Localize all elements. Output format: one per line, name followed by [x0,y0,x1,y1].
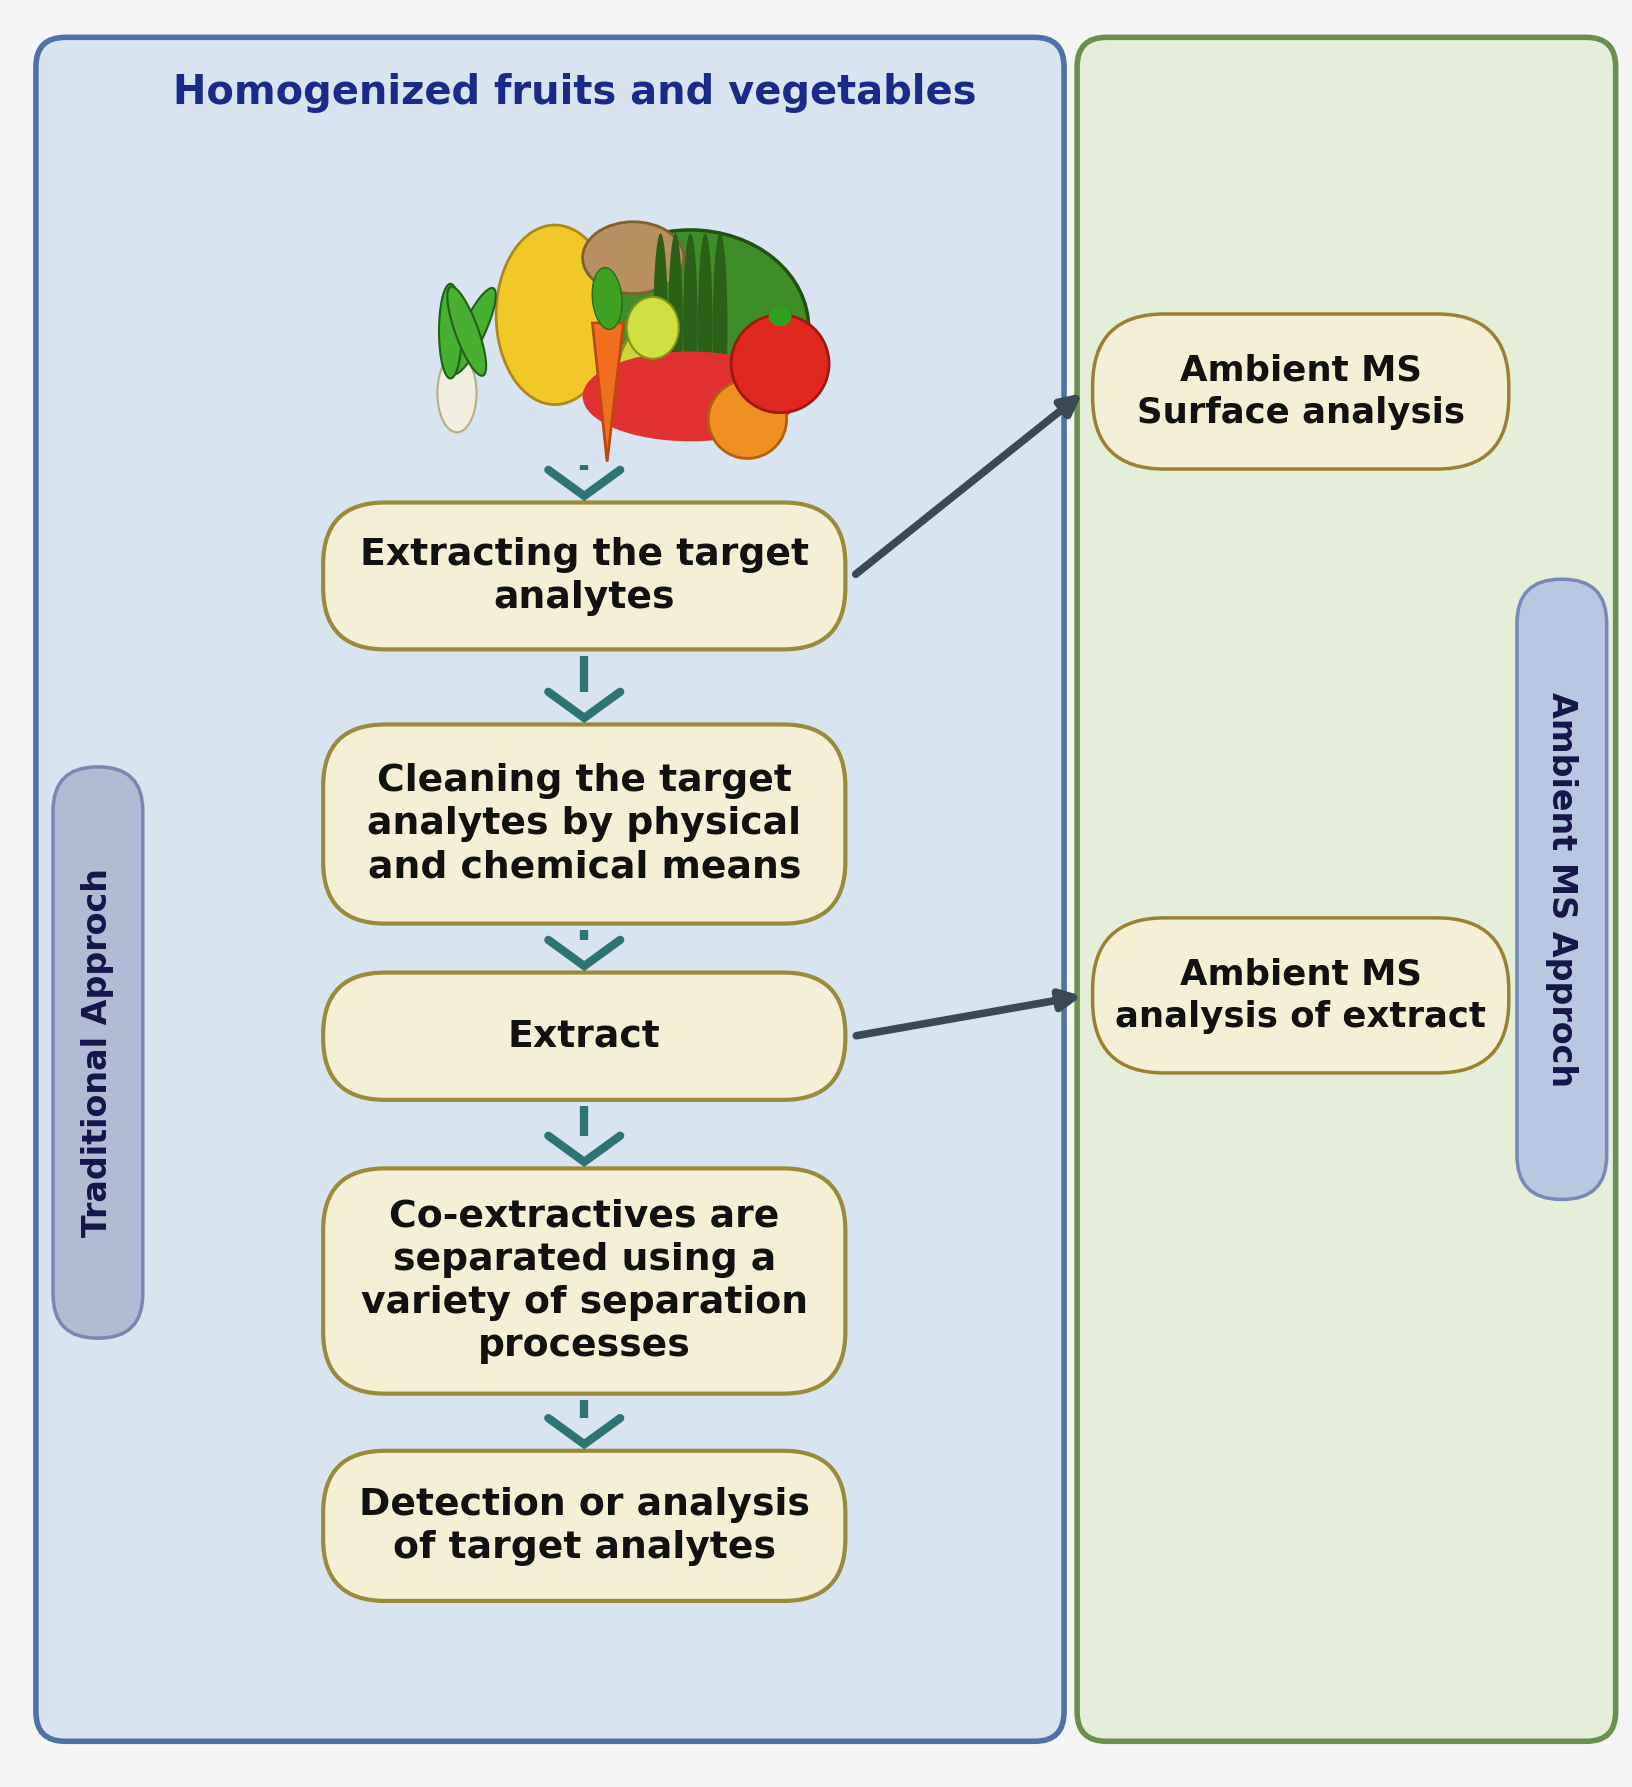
FancyBboxPatch shape [323,972,845,1101]
Ellipse shape [583,352,798,441]
Ellipse shape [698,234,713,424]
FancyBboxPatch shape [36,38,1064,1741]
Ellipse shape [437,354,477,432]
Text: Homogenized fruits and vegetables: Homogenized fruits and vegetables [173,73,976,113]
Ellipse shape [583,222,684,293]
Ellipse shape [592,268,622,329]
Ellipse shape [447,286,486,375]
Text: Traditional Approch: Traditional Approch [82,868,114,1237]
Ellipse shape [439,284,462,379]
Ellipse shape [617,325,689,429]
FancyBboxPatch shape [52,767,144,1338]
Text: Detection or analysis
of target analytes: Detection or analysis of target analytes [359,1487,809,1565]
Text: Ambient MS
Surface analysis: Ambient MS Surface analysis [1138,354,1464,429]
FancyBboxPatch shape [323,1169,845,1394]
Text: Cleaning the target
analytes by physical
and chemical means: Cleaning the target analytes by physical… [367,763,801,885]
Circle shape [708,381,787,459]
FancyBboxPatch shape [1077,38,1616,1741]
Polygon shape [592,323,623,461]
Text: Ambient MS Approch: Ambient MS Approch [1546,692,1578,1086]
Ellipse shape [573,231,809,425]
Ellipse shape [496,225,614,404]
FancyBboxPatch shape [1093,919,1510,1072]
Ellipse shape [769,307,792,327]
FancyBboxPatch shape [1518,579,1606,1199]
FancyBboxPatch shape [323,1451,845,1601]
Ellipse shape [627,297,679,359]
Circle shape [731,315,829,413]
FancyBboxPatch shape [1093,315,1510,470]
Ellipse shape [713,234,728,424]
Text: Extract: Extract [508,1019,661,1054]
FancyBboxPatch shape [323,502,845,649]
Text: Extracting the target
analytes: Extracting the target analytes [359,536,809,615]
Ellipse shape [667,234,682,424]
Ellipse shape [450,288,496,375]
Ellipse shape [653,234,667,424]
FancyBboxPatch shape [323,724,845,924]
Ellipse shape [684,234,698,424]
Text: Co-extractives are
separated using a
variety of separation
processes: Co-extractives are separated using a var… [361,1199,808,1363]
Text: Ambient MS
analysis of extract: Ambient MS analysis of extract [1115,958,1487,1033]
